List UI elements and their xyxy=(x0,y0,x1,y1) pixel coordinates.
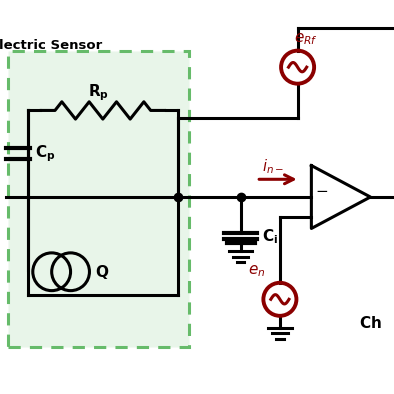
Text: $\mathbf{Q}$: $\mathbf{Q}$ xyxy=(95,263,110,281)
Text: $-$: $-$ xyxy=(315,182,329,197)
Text: $\mathit{i_{n-}}$: $\mathit{i_{n-}}$ xyxy=(262,157,284,176)
Text: $\mathbf{R_p}$: $\mathbf{R_p}$ xyxy=(88,82,110,103)
FancyBboxPatch shape xyxy=(8,51,190,346)
Text: $\mathit{e_n}$: $\mathit{e_n}$ xyxy=(247,263,265,279)
Text: $\mathbf{C_p}$: $\mathbf{C_p}$ xyxy=(35,143,56,164)
Text: $\mathbf{C_i}$: $\mathbf{C_i}$ xyxy=(262,228,278,247)
Text: $\mathit{e_{Rf}}$: $\mathit{e_{Rf}}$ xyxy=(294,31,318,46)
Text: $\mathbf{Ch}$: $\mathbf{Ch}$ xyxy=(359,315,381,331)
Text: lectric Sensor: lectric Sensor xyxy=(0,39,102,52)
